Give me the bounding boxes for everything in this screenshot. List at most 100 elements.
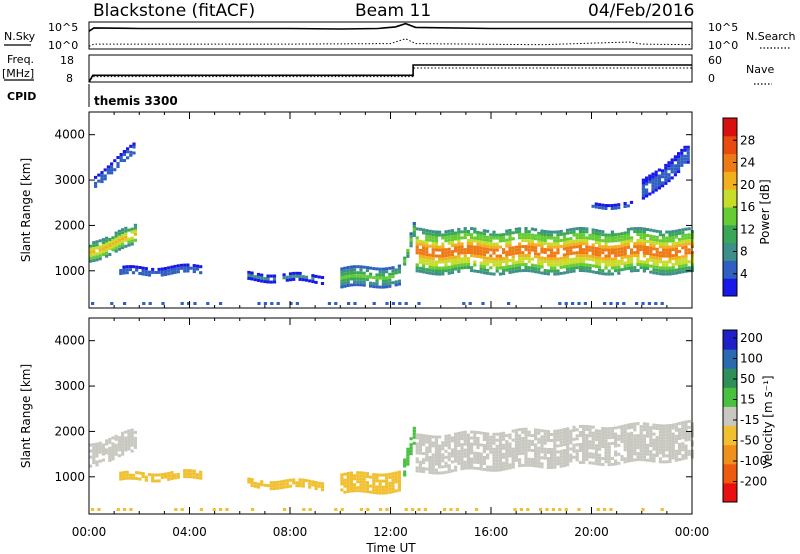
data-cell	[527, 260, 531, 264]
data-cell	[537, 261, 541, 265]
data-cell	[388, 472, 392, 476]
data-cell	[266, 484, 270, 488]
data-cell	[681, 255, 685, 259]
data-cell	[466, 242, 470, 245]
data-cell	[646, 452, 650, 456]
data-cell	[534, 443, 538, 447]
data-cell	[473, 460, 477, 464]
data-cell	[511, 249, 515, 253]
data-cell	[409, 238, 413, 242]
data-cell	[673, 164, 677, 168]
data-cell	[559, 238, 563, 242]
data-cell	[537, 255, 541, 259]
data-cell	[553, 441, 557, 445]
data-cell	[425, 262, 429, 266]
data-cell	[518, 263, 522, 267]
data-cell	[425, 434, 429, 438]
data-cell	[607, 239, 611, 243]
data-cell	[147, 270, 152, 274]
data-cell	[566, 231, 570, 235]
data-cell	[594, 235, 598, 238]
data-cell	[655, 268, 659, 272]
data-cell	[684, 257, 688, 261]
data-cell	[683, 160, 687, 164]
data-cell	[623, 252, 627, 256]
data-cell	[98, 245, 102, 249]
data-cell	[94, 184, 98, 188]
freq-tick-lo: 8	[66, 72, 73, 85]
data-cell	[610, 266, 614, 270]
data-cell	[527, 439, 531, 443]
data-cell	[450, 253, 454, 257]
data-cell	[588, 236, 592, 240]
data-cell	[375, 273, 379, 277]
data-cell	[479, 234, 483, 238]
data-cell	[664, 166, 668, 170]
data-cell	[546, 448, 550, 451]
data-cell	[559, 259, 563, 263]
data-cell	[124, 448, 128, 452]
data-cell	[511, 447, 515, 451]
data-cell	[498, 245, 502, 249]
data-cell	[550, 269, 554, 273]
data-cell	[130, 437, 134, 441]
data-cell	[540, 450, 544, 454]
data-cell	[604, 442, 608, 446]
data-cell	[507, 302, 511, 305]
data-cell	[266, 277, 270, 281]
data-cell	[431, 263, 435, 267]
data-cell	[521, 463, 525, 467]
data-cell	[349, 474, 353, 478]
data-cell	[441, 251, 445, 255]
data-cell	[492, 450, 496, 454]
data-cell	[434, 236, 438, 240]
data-cell	[418, 469, 422, 473]
data-cell	[540, 265, 544, 269]
data-cell	[108, 437, 112, 441]
data-cell	[431, 453, 435, 457]
data-cell	[132, 142, 136, 146]
data-cell	[444, 254, 448, 258]
data-cell	[646, 240, 650, 243]
data-cell	[272, 484, 277, 488]
data-cell	[356, 471, 360, 475]
data-cell	[604, 433, 608, 437]
data-cell	[524, 460, 528, 464]
data-cell	[320, 485, 325, 489]
data-cell	[546, 260, 550, 264]
data-cell	[492, 459, 496, 463]
data-cell	[607, 436, 611, 440]
data-cell	[623, 264, 627, 268]
data-cell	[617, 238, 621, 242]
data-cell	[292, 271, 296, 275]
data-cell	[422, 437, 426, 441]
data-cell	[524, 427, 528, 431]
data-cell	[527, 266, 531, 270]
data-cell	[167, 474, 171, 478]
data-cell	[569, 438, 573, 442]
data-cell	[601, 248, 605, 252]
data-cell	[129, 144, 133, 148]
data-cell	[492, 245, 496, 249]
data-cell	[588, 254, 592, 258]
data-cell	[425, 229, 429, 233]
data-cell	[668, 269, 672, 273]
data-cell	[122, 153, 126, 156]
data-cell	[454, 267, 458, 271]
data-cell	[479, 467, 483, 471]
data-cell	[636, 458, 640, 462]
data-cell	[566, 240, 570, 244]
data-cell	[646, 422, 650, 426]
data-cell	[591, 431, 595, 435]
data-cell	[130, 440, 134, 444]
colorbar-swatch	[723, 224, 737, 244]
data-cell	[128, 476, 132, 480]
data-cell	[604, 260, 608, 264]
data-cell	[444, 233, 448, 237]
data-cell	[658, 433, 662, 437]
data-cell	[524, 430, 528, 434]
data-cell	[569, 267, 573, 271]
data-cell	[288, 272, 293, 276]
data-cell	[123, 508, 127, 511]
data-cell	[664, 163, 668, 167]
